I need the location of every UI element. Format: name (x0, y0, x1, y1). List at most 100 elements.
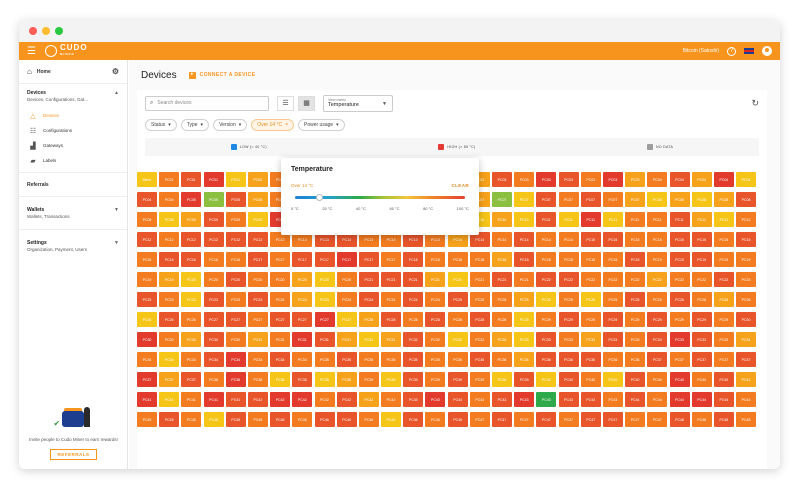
device-tile[interactable]: PC32 (425, 332, 446, 347)
device-tile[interactable]: PC40 (713, 372, 734, 387)
device-tile[interactable]: PC10 (514, 212, 535, 227)
device-tile[interactable]: PC34 (181, 352, 202, 367)
device-tile[interactable]: PC13 (336, 232, 357, 247)
device-tile[interactable]: PC22 (713, 272, 734, 287)
device-tile[interactable]: PC11 (536, 212, 557, 227)
uk-flag-icon[interactable] (744, 48, 754, 54)
device-tile[interactable]: PC24 (381, 292, 402, 307)
device-tile[interactable]: PC21 (358, 272, 379, 287)
sidebar-home[interactable]: ⌂ Home ⚙ (19, 60, 127, 84)
device-tile[interactable]: PC41 (203, 392, 224, 407)
device-tile[interactable]: PC26 (691, 292, 712, 307)
device-tile[interactable]: PC24 (358, 292, 379, 307)
device-tile[interactable]: PC20 (203, 272, 224, 287)
device-tile[interactable]: PC20 (270, 272, 291, 287)
device-tile[interactable]: PC39 (492, 372, 512, 387)
device-tile[interactable]: PC36 (602, 352, 623, 367)
device-tile[interactable]: PC01 (181, 172, 202, 187)
slider-thumb[interactable] (315, 194, 323, 201)
device-tile[interactable]: PC29 (691, 312, 712, 327)
sidebar-item-configurations[interactable]: ☷ Configurations (27, 123, 119, 138)
device-tile[interactable]: PC15 (669, 232, 690, 247)
device-tile[interactable]: PC29 (558, 312, 579, 327)
device-tile[interactable]: PC39 (358, 372, 379, 387)
search-input[interactable]: ⌕ Search devices (145, 95, 269, 111)
device-tile[interactable]: PC03 (536, 172, 557, 187)
device-tile[interactable]: PC46 (447, 412, 468, 427)
device-tile[interactable]: PC01 (225, 172, 246, 187)
device-tile[interactable]: PC12 (137, 232, 157, 247)
device-tile[interactable]: PC24 (403, 292, 424, 307)
device-tile[interactable]: PC31 (358, 332, 379, 347)
device-tile[interactable]: PC29 (580, 312, 601, 327)
device-tile[interactable]: PC24 (270, 292, 291, 307)
device-tile[interactable]: PC13 (314, 232, 335, 247)
device-tile[interactable]: PC47 (602, 412, 623, 427)
device-tile[interactable]: PC31 (270, 332, 291, 347)
device-tile[interactable]: PC15 (647, 232, 668, 247)
device-tile[interactable]: PC36 (625, 352, 646, 367)
device-tile[interactable]: PC29 (669, 312, 690, 327)
device-tile[interactable]: PC39 (425, 372, 446, 387)
device-tile[interactable]: PC01 (159, 172, 180, 187)
device-tile[interactable]: PC45 (270, 412, 291, 427)
device-tile[interactable]: PC18 (469, 252, 490, 267)
device-tile[interactable]: PC16 (159, 252, 180, 267)
device-tile[interactable]: PC40 (691, 372, 712, 387)
device-tile[interactable]: PC44 (736, 392, 757, 407)
grid-view-button[interactable]: ▦ (298, 95, 315, 111)
device-tile[interactable]: PC12 (203, 232, 224, 247)
device-tile[interactable]: PC03 (514, 172, 535, 187)
device-tile[interactable]: PC23 (137, 292, 157, 307)
device-tile[interactable]: PC10 (492, 212, 512, 227)
device-tile[interactable]: PC42 (336, 392, 357, 407)
device-tile[interactable]: PC15 (580, 232, 601, 247)
device-tile[interactable]: PC21 (447, 272, 468, 287)
device-tile[interactable]: PC27 (247, 312, 268, 327)
device-tile[interactable]: PC17 (381, 252, 402, 267)
device-tile[interactable]: PC21 (514, 272, 535, 287)
device-tile[interactable]: PC47 (647, 412, 668, 427)
device-tile[interactable]: PC26 (736, 292, 757, 307)
device-tile[interactable]: PC47 (625, 412, 646, 427)
device-tile[interactable]: PC29 (647, 312, 668, 327)
device-tile[interactable]: PC16 (203, 252, 224, 267)
device-tile[interactable]: PC38 (314, 372, 335, 387)
device-tile[interactable]: PC23 (247, 292, 268, 307)
device-tile[interactable]: PC22 (536, 272, 557, 287)
device-tile[interactable]: PC26 (181, 312, 202, 327)
device-tile[interactable]: PC20 (181, 272, 202, 287)
device-tile[interactable]: PC12 (247, 232, 268, 247)
device-tile[interactable]: PC43 (447, 392, 468, 407)
device-tile[interactable]: PC03 (558, 172, 579, 187)
device-tile[interactable]: PC37 (137, 372, 157, 387)
device-tile[interactable]: PC24 (336, 292, 357, 307)
device-tile[interactable]: PC34 (736, 332, 757, 347)
device-tile[interactable]: PC05 (247, 192, 268, 207)
device-tile[interactable]: PC39 (514, 372, 535, 387)
device-tile[interactable]: PC11 (691, 212, 712, 227)
device-tile[interactable]: PC46 (403, 412, 424, 427)
device-tile[interactable]: PC19 (669, 252, 690, 267)
device-tile[interactable]: PC41 (137, 392, 157, 407)
device-tile[interactable]: PC12 (159, 232, 180, 247)
device-tile[interactable]: PC23 (181, 292, 202, 307)
device-tile[interactable]: PC26 (669, 292, 690, 307)
remove-filter-icon[interactable]: × (285, 122, 288, 128)
device-tile[interactable]: PC18 (625, 252, 646, 267)
device-tile[interactable]: PC24 (292, 292, 313, 307)
device-tile[interactable]: PC35 (447, 352, 468, 367)
device-tile[interactable]: PC43 (469, 392, 490, 407)
device-tile[interactable]: PC12 (225, 232, 246, 247)
device-tile[interactable]: PC42 (358, 392, 379, 407)
device-tile[interactable]: PC17 (314, 252, 335, 267)
device-tile[interactable]: PC25 (514, 292, 535, 307)
device-tile[interactable]: PC45 (137, 412, 157, 427)
referrals-button[interactable]: REFERRALS (50, 449, 97, 460)
device-tile[interactable]: PC46 (292, 412, 313, 427)
device-tile[interactable]: PC40 (647, 372, 668, 387)
device-tile[interactable]: PC37 (691, 352, 712, 367)
device-tile[interactable]: PC12 (181, 232, 202, 247)
metric-select[interactable]: View metric Temperature ▼ (323, 94, 393, 112)
device-tile[interactable]: PC34 (137, 352, 157, 367)
